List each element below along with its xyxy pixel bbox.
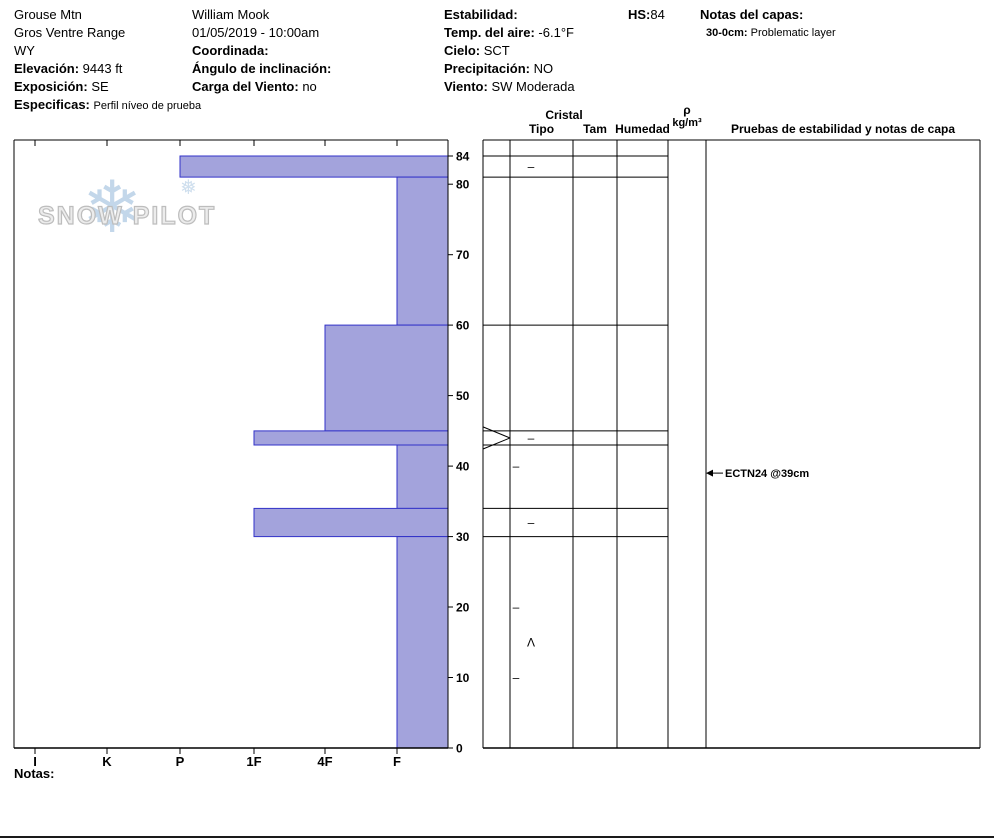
specifics-value: Perfil níveo de prueba — [93, 100, 202, 112]
elevation-label: Elevación: — [14, 61, 80, 76]
hardness-bar-84-81cm — [179, 155, 449, 178]
observation-datetime: 01/05/2019 - 10:00am — [192, 25, 320, 40]
grain-symbol-15cm: Λ — [527, 635, 535, 649]
column-header-density-symbol: ρ — [683, 103, 691, 117]
depth-axis-label-60: 60 — [456, 319, 470, 333]
depth-axis-label-10: 10 — [456, 671, 470, 685]
notes-label: Notas: — [14, 766, 55, 781]
layer-note-text: Problematic layer — [750, 27, 836, 39]
wind-loading-label: Carga del Viento: — [192, 79, 299, 94]
aspect-value: SE — [91, 79, 109, 94]
hardness-axis-label-P: P — [176, 754, 185, 769]
hardness-axis-label-I: I — [33, 754, 37, 769]
specifics-label: Especificas: — [14, 97, 90, 112]
column-header-tipo: Tipo — [528, 122, 555, 136]
hardness-axis-label-1F: 1F — [246, 754, 261, 769]
column-header-density-units: kg/m³ — [672, 117, 702, 129]
hardness-bar-45-43cm — [253, 430, 449, 446]
mountain-range: Gros Ventre Range — [14, 25, 126, 40]
hardness-axis-label-K: K — [102, 754, 112, 769]
snowpilot-logo: ❄ ❅ SNOW PILOT — [37, 168, 218, 254]
layer-note-entry: 30-0cm: Problematic layer — [706, 24, 836, 42]
layer-notes-label: Notas del capas: — [700, 7, 804, 22]
conditions-info-column: Estabilidad: Temp. del aire: -6.1°F Ciel… — [444, 6, 575, 96]
grain-symbol-44cm: – — [528, 431, 535, 445]
grain-symbol-40cm: – — [513, 459, 520, 473]
elevation-row: Elevación: 9443 ft — [14, 60, 201, 78]
wind-value: SW Moderada — [491, 79, 575, 94]
depth-axis-label-0: 0 — [456, 742, 463, 756]
hardness-bar-81-60cm — [396, 176, 449, 326]
depth-axis-label-84: 84 — [456, 150, 470, 164]
pinch-marker-lower-line — [482, 437, 511, 450]
stability-label: Estabilidad: — [444, 7, 518, 22]
pinch-marker-upper-line — [482, 426, 511, 439]
sky-value: SCT — [483, 43, 510, 58]
depth-axis-label-40: 40 — [456, 460, 470, 474]
state: WY — [14, 43, 35, 58]
snowflake-icon: ❄ — [82, 168, 143, 248]
coordinates-label: Coordinada: — [192, 43, 269, 58]
location-info-column: Grouse Mtn Gros Ventre Range WY Elevació… — [14, 6, 201, 115]
column-header-tests: Pruebas de estabilidad y notas de capa — [730, 122, 956, 136]
depth-axis-label-70: 70 — [456, 248, 470, 262]
grain-symbol-32cm: – — [528, 516, 535, 530]
hardness-bar-60-45cm — [324, 324, 449, 432]
grain-symbol-10cm: – — [513, 671, 520, 685]
column-header-cristal: Cristal — [545, 108, 583, 122]
aspect-row: Exposición: SE — [14, 78, 201, 96]
air-temp-label: Temp. del aire: — [444, 25, 535, 40]
elevation-value: 9443 ft — [82, 61, 123, 76]
site-name: Grouse Mtn — [14, 7, 82, 22]
page-bottom-rule — [0, 836, 994, 838]
wind-loading-value: no — [302, 79, 317, 94]
sky-label: Cielo: — [444, 43, 481, 58]
column-header-humedad: Humedad — [615, 122, 670, 136]
air-temp-value: -6.1°F — [538, 25, 574, 40]
hardness-bar-43-34cm — [396, 444, 449, 509]
slope-angle-label: Ángulo de inclinación: — [192, 61, 332, 76]
snow-height-column: HS:84 — [628, 6, 665, 24]
hardness-bar-34-30cm — [253, 507, 449, 538]
depth-axis-label-80: 80 — [456, 178, 470, 192]
hs-value: 84 — [650, 7, 665, 22]
precip-value: NO — [533, 61, 554, 76]
test-arrow-head-icon — [706, 469, 713, 477]
sky-row: Cielo: SCT — [444, 42, 575, 60]
wind-loading-row: Carga del Viento: no — [192, 78, 331, 96]
hs-row: HS:84 — [628, 6, 665, 24]
hardness-axis-label-4F: 4F — [317, 754, 332, 769]
grain-symbol-20cm: – — [513, 600, 520, 614]
wind-label: Viento: — [444, 79, 488, 94]
specifics-row: Especificas: Perfil níveo de prueba — [14, 96, 201, 115]
stability-test-label: ECTN24 @39cm — [725, 468, 809, 480]
wind-row: Viento: SW Moderada — [444, 78, 575, 96]
depth-axis-label-50: 50 — [456, 389, 470, 403]
depth-axis-label-30: 30 — [456, 530, 470, 544]
hardness-bar-30-0cm — [396, 536, 449, 749]
logo-text: SNOW PILOT — [37, 201, 217, 230]
air-temp-row: Temp. del aire: -6.1°F — [444, 24, 575, 42]
observation-info-column: William Mook 01/05/2019 - 10:00am Coordi… — [192, 6, 331, 96]
snowflake-small-icon: ❅ — [180, 177, 197, 199]
grain-symbol-82.5cm: – — [528, 160, 535, 174]
hardness-axis-label-F: F — [393, 754, 401, 769]
depth-axis-label-20: 20 — [456, 601, 470, 615]
aspect-label: Exposición: — [14, 79, 88, 94]
precip-label: Precipitación: — [444, 61, 530, 76]
layer-note-depth: 30-0cm: — [706, 27, 748, 39]
column-header-tam: Tam — [583, 122, 607, 136]
hs-label: HS: — [628, 7, 651, 22]
layer-notes-column: Notas del capas: 30-0cm: Problematic lay… — [700, 6, 836, 42]
precip-row: Precipitación: NO — [444, 60, 575, 78]
observer-name: William Mook — [192, 7, 270, 22]
